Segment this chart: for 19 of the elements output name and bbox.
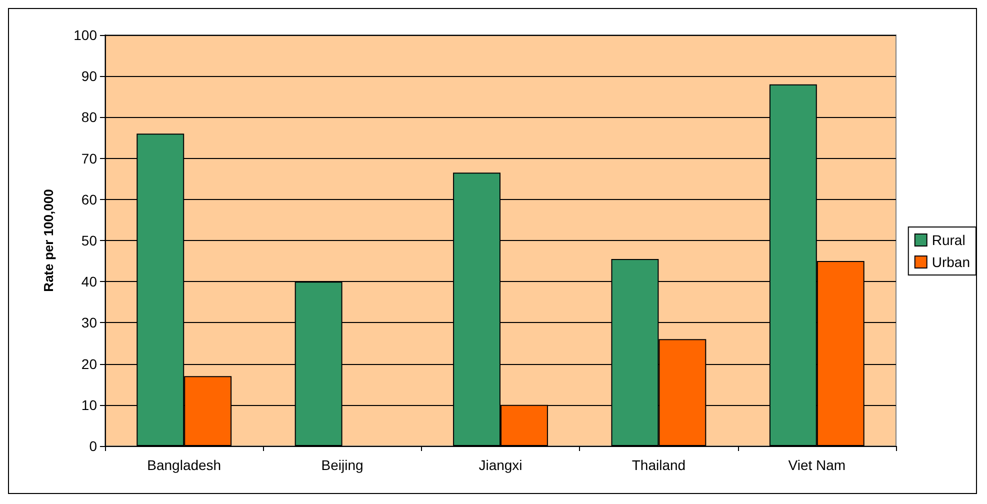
x-tick-label: Thailand (632, 457, 686, 473)
y-tick-label: 90 (81, 68, 98, 84)
x-tick-label: Bangladesh (147, 457, 222, 473)
y-tick-label: 50 (81, 232, 98, 248)
legend-label: Rural (932, 232, 966, 248)
y-tick-label: 0 (89, 438, 98, 454)
y-tick-label: 100 (74, 27, 98, 43)
x-tick-label: Beijing (321, 457, 364, 473)
x-tick-label: Viet Nam (788, 457, 846, 473)
x-tick-label: Jiangxi (478, 457, 522, 473)
y-tick-label: 20 (81, 356, 98, 372)
y-tick-label: 40 (81, 274, 98, 290)
y-tick-label: 10 (81, 396, 98, 413)
y-tick-label: 60 (81, 191, 98, 208)
legend-label: Urban (932, 254, 970, 270)
y-tick-label: 30 (81, 314, 98, 331)
y-tick-label: 70 (81, 150, 98, 166)
y-axis-title: Rate per 100,000 (41, 189, 56, 292)
y-tick-label: 80 (81, 109, 98, 126)
